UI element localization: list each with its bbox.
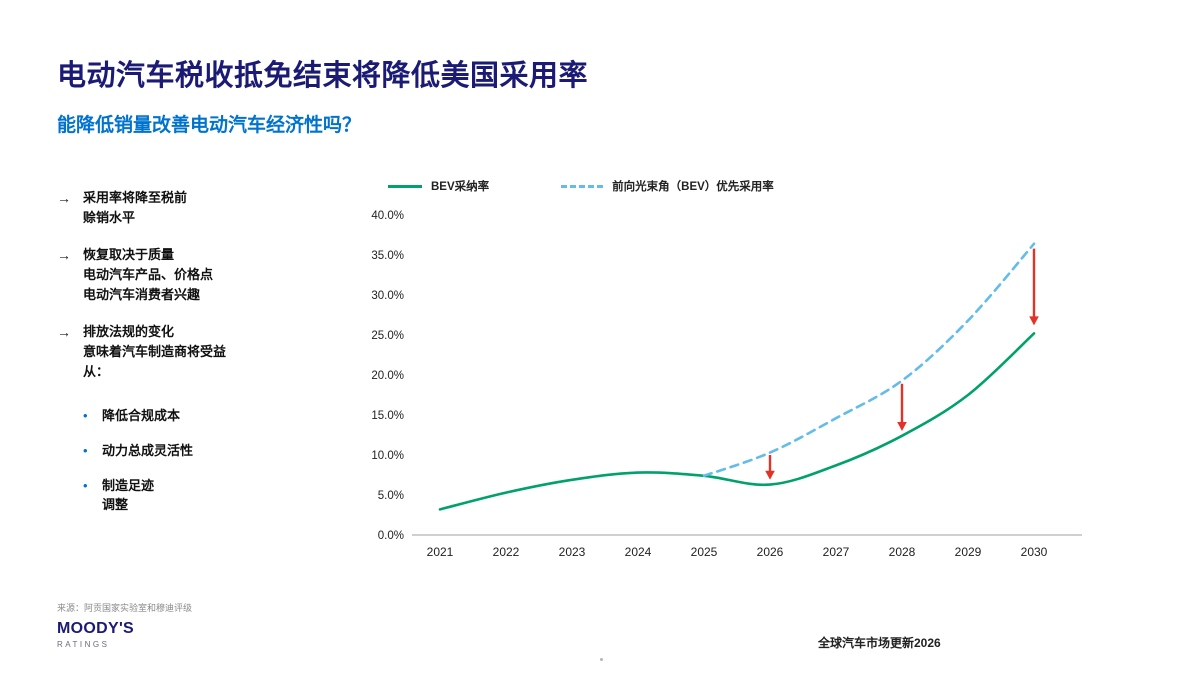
svg-text:40.0%: 40.0%: [371, 210, 404, 222]
sub-bullet-text: 动力总成灵活性: [102, 443, 194, 458]
arrow-right-icon: →: [57, 324, 71, 340]
svg-text:2025: 2025: [691, 545, 718, 559]
svg-text:2026: 2026: [757, 545, 784, 559]
bullet-item: → 排放法规的变化 意味着汽车制造商将受益 从：: [57, 322, 357, 382]
legend-label: BEV采纳率: [431, 181, 490, 193]
sub-bullet-item: • 动力总成灵活性: [83, 441, 357, 460]
legend-line-solid-icon: [388, 184, 422, 188]
page-indicator-dot: [600, 658, 603, 661]
page-subtitle: 能降低销量改善电动汽车经济性吗？: [57, 115, 362, 136]
page-title: 电动汽车税收抵免结束将降低美国采用率: [57, 60, 589, 92]
sub-bullet-text: 制造足迹 调整: [102, 478, 155, 512]
moodys-logo: MOODY'S RATINGS: [57, 620, 134, 649]
svg-text:30.0%: 30.0%: [371, 290, 404, 302]
svg-text:0.0%: 0.0%: [378, 530, 404, 542]
svg-text:2023: 2023: [559, 545, 586, 559]
svg-text:15.0%: 15.0%: [371, 410, 404, 422]
svg-text:2021: 2021: [427, 545, 454, 559]
svg-text:20.0%: 20.0%: [371, 370, 404, 382]
legend-item-bev: BEV采纳率: [388, 178, 489, 194]
arrow-right-icon: →: [57, 247, 71, 263]
sub-bullet-item: • 制造足迹 调整: [83, 476, 357, 514]
footer-right-caption: 全球汽车市场更新2026: [818, 636, 941, 650]
svg-text:2028: 2028: [889, 545, 916, 559]
arrow-right-icon: →: [57, 190, 71, 206]
svg-text:5.0%: 5.0%: [378, 490, 404, 502]
bullet-dot-icon: •: [83, 443, 88, 458]
sub-bullet-list: • 降低合规成本 • 动力总成灵活性 • 制造足迹 调整: [83, 406, 357, 514]
bullet-text: 排放法规的变化 意味着汽车制造商将受益 从：: [83, 324, 227, 379]
svg-text:2029: 2029: [955, 545, 982, 559]
svg-text:2030: 2030: [1021, 545, 1048, 559]
svg-text:35.0%: 35.0%: [371, 250, 404, 262]
bullet-list: → 采用率将降至税前 赊销水平 → 恢复取决于质量 电动汽车产品、价格点 电动汽…: [57, 188, 357, 530]
bullet-text: 采用率将降至税前 赊销水平: [83, 190, 188, 225]
legend-line-dashed-icon: [561, 184, 604, 188]
svg-text:2027: 2027: [823, 545, 850, 559]
logo-name: MOODY'S: [57, 620, 135, 637]
legend-item-forecast: 前向光束角（BEV）优先采用率: [561, 178, 774, 194]
legend-label: 前向光束角（BEV）优先采用率: [612, 181, 774, 193]
sub-bullet-item: • 降低合规成本: [83, 406, 357, 425]
source-note: 来源：阿贡国家实验室和穆迪评级: [57, 603, 193, 613]
bullet-item: → 采用率将降至税前 赊销水平: [57, 188, 357, 228]
svg-text:25.0%: 25.0%: [371, 330, 404, 342]
bullet-dot-icon: •: [83, 408, 88, 423]
chart-legend: BEV采纳率 前向光束角（BEV）优先采用率: [360, 173, 1090, 199]
bullet-item: → 恢复取决于质量 电动汽车产品、价格点 电动汽车消费者兴趣: [57, 245, 357, 305]
logo-sub: RATINGS: [57, 640, 110, 649]
chart-svg: 0.0% 5.0% 10.0% 15.0% 20.0% 25.0% 30.0% 35.0% 40…: [371, 210, 1082, 559]
bullet-dot-icon: •: [83, 478, 88, 493]
bullet-text: 恢复取决于质量 电动汽车产品、价格点 电动汽车消费者兴趣: [83, 247, 214, 302]
svg-text:2022: 2022: [493, 545, 520, 559]
svg-text:10.0%: 10.0%: [371, 450, 404, 462]
svg-text:2024: 2024: [625, 545, 652, 559]
sub-bullet-text: 降低合规成本: [102, 408, 181, 423]
bev-adoption-chart: BEV采纳率 前向光束角（BEV）优先采用率 0.0% 5.0% 10.0% 15.0…: [360, 173, 1090, 574]
